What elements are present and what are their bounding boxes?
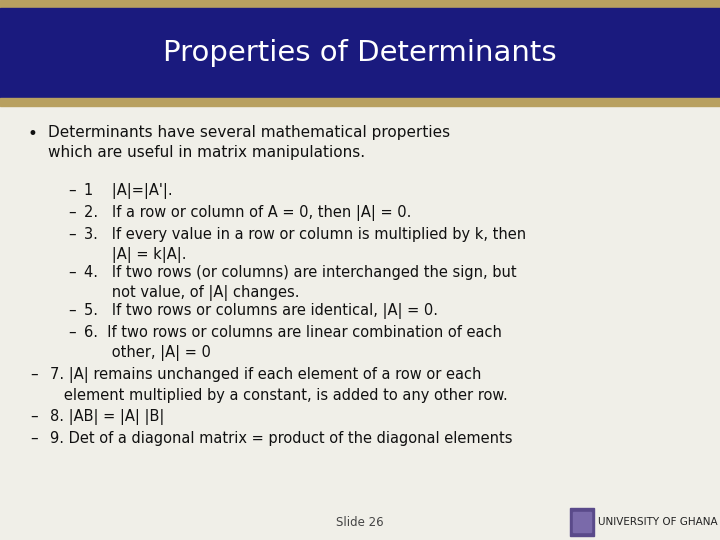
Text: 6.  If two rows or columns are linear combination of each
      other, |A| = 0: 6. If two rows or columns are linear com… — [84, 325, 502, 361]
Text: 2.   If a row or column of A = 0, then |A| = 0.: 2. If a row or column of A = 0, then |A|… — [84, 205, 411, 221]
Text: 1    |A|=|A'|.: 1 |A|=|A'|. — [84, 183, 173, 199]
Bar — [570, 508, 594, 536]
Bar — [0, 0, 720, 8]
Text: 7. |A| remains unchanged if each element of a row or each
   element multiplied : 7. |A| remains unchanged if each element… — [50, 367, 508, 403]
Text: 5.   If two rows or columns are identical, |A| = 0.: 5. If two rows or columns are identical,… — [84, 303, 438, 319]
Text: 8. |AB| = |A| |B|: 8. |AB| = |A| |B| — [50, 409, 164, 425]
Text: –: – — [68, 303, 76, 318]
Bar — [573, 512, 591, 532]
Text: 3.   If every value in a row or column is multiplied by k, then
      |A| = k|A|: 3. If every value in a row or column is … — [84, 227, 526, 263]
Bar — [0, 98, 720, 106]
Text: –: – — [68, 205, 76, 220]
Text: –: – — [68, 183, 76, 198]
Text: –: – — [68, 265, 76, 280]
Bar — [0, 8, 720, 98]
Text: –: – — [30, 367, 37, 382]
Text: 4.   If two rows (or columns) are interchanged the sign, but
      not value, of: 4. If two rows (or columns) are intercha… — [84, 265, 517, 301]
Text: –: – — [68, 325, 76, 340]
Text: Properties of Determinants: Properties of Determinants — [163, 39, 557, 67]
Text: –: – — [30, 409, 37, 424]
Text: –: – — [30, 431, 37, 446]
Text: •: • — [28, 125, 38, 143]
Text: 9. Det of a diagonal matrix = product of the diagonal elements: 9. Det of a diagonal matrix = product of… — [50, 431, 513, 446]
Text: Slide 26: Slide 26 — [336, 516, 384, 529]
Text: UNIVERSITY OF GHANA: UNIVERSITY OF GHANA — [598, 517, 718, 527]
Text: –: – — [68, 227, 76, 242]
Text: Determinants have several mathematical properties
which are useful in matrix man: Determinants have several mathematical p… — [48, 125, 450, 160]
